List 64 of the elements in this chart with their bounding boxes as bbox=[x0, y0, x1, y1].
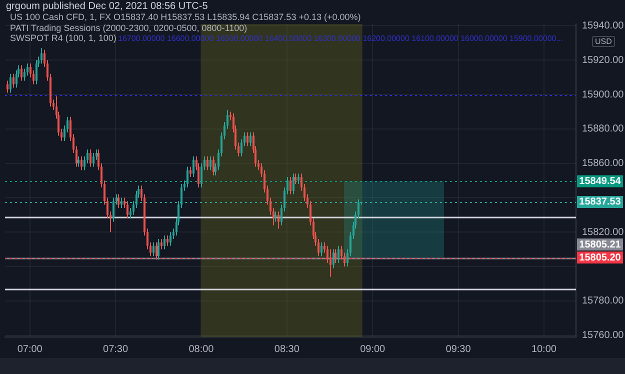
y-tick-label: 15900.00 bbox=[582, 89, 624, 100]
candlestick bbox=[78, 156, 80, 168]
x-tick-label: 09:00 bbox=[360, 344, 386, 355]
candlestick bbox=[92, 152, 94, 168]
candlestick bbox=[90, 149, 92, 168]
y-tick-label: 15820.00 bbox=[582, 226, 624, 238]
candlestick bbox=[206, 156, 208, 171]
candlestick bbox=[36, 60, 38, 85]
annotation: PATI Trading Sessions (2000-2300, 0200-0500, 0800-1100) bbox=[10, 23, 248, 33]
x-tick-label: 08:00 bbox=[188, 344, 214, 355]
candlestick bbox=[278, 210, 280, 230]
candlestick bbox=[294, 173, 296, 184]
candlestick bbox=[118, 194, 120, 209]
candlestick bbox=[156, 242, 158, 260]
candlestick bbox=[12, 73, 14, 88]
text: grgoum published Dec 02, 2021 08:56 UTC-5 bbox=[6, 1, 208, 12]
y-tick-label: 15760.00 bbox=[582, 330, 624, 342]
candlestick bbox=[126, 200, 128, 219]
candlestick bbox=[10, 73, 12, 94]
annotation: SWSPOT R4 (100, 1, 100) bbox=[10, 33, 116, 43]
candlestick bbox=[170, 232, 172, 246]
candlestick bbox=[246, 132, 248, 147]
x-tick-label: 08:30 bbox=[274, 344, 300, 355]
ref-line-label: 15849.54 bbox=[579, 176, 622, 188]
y-tick-label: 15920.00 bbox=[582, 54, 624, 66]
candlestick bbox=[40, 48, 42, 64]
candlestick bbox=[274, 210, 276, 222]
candlestick bbox=[332, 248, 334, 269]
candlestick bbox=[292, 173, 294, 195]
candlestick bbox=[320, 242, 322, 257]
candlestick bbox=[290, 176, 292, 195]
candlestick bbox=[250, 132, 252, 147]
x-tick-label: 07:30 bbox=[103, 344, 128, 355]
candlestick bbox=[80, 156, 82, 171]
ref-line-label: 15805.21 bbox=[579, 239, 622, 250]
candlestick bbox=[330, 248, 332, 278]
y-tick-label: 15940.00 bbox=[582, 20, 624, 32]
ref-line-label: 15837.53 bbox=[579, 196, 622, 208]
candlestick bbox=[210, 156, 212, 171]
chart-title: US 100 Cash CFD, 1, FX O15837.40 H15837.53 L15835.94 C15837.53 +0.13 (+0.00%) bbox=[10, 12, 361, 22]
y-tick-label: 15880.00 bbox=[582, 124, 624, 135]
x-tick-label: 07:00 bbox=[17, 344, 43, 355]
candlestick bbox=[152, 242, 154, 257]
candlestick bbox=[212, 156, 214, 176]
candlestick bbox=[166, 235, 168, 246]
x-tick-label: 10:00 bbox=[531, 344, 557, 355]
candlestick bbox=[16, 70, 18, 88]
text: USD bbox=[592, 36, 615, 47]
candlestick bbox=[334, 248, 336, 264]
candlestick bbox=[298, 173, 300, 184]
candlestick bbox=[186, 166, 188, 188]
ref-line-label: 15805.20 bbox=[579, 252, 622, 264]
candlestick bbox=[158, 238, 160, 260]
y-tick-label: 15780.00 bbox=[582, 296, 624, 307]
x-tick-label: 09:30 bbox=[446, 344, 472, 355]
candlestick bbox=[164, 235, 166, 250]
candlestick bbox=[338, 245, 340, 264]
annotation: 16700.00000 16600.00000 16500.00000 16400.00000 16300.00000 16200.00000 16100.00000 16000.00000 15900.00000... bbox=[118, 34, 563, 43]
candlestick bbox=[190, 166, 192, 178]
candlestick bbox=[6, 80, 8, 94]
candlestick bbox=[160, 238, 162, 250]
candlestick bbox=[20, 64, 22, 82]
candlestick bbox=[192, 156, 194, 178]
y-tick-label: 15860.00 bbox=[582, 158, 624, 170]
